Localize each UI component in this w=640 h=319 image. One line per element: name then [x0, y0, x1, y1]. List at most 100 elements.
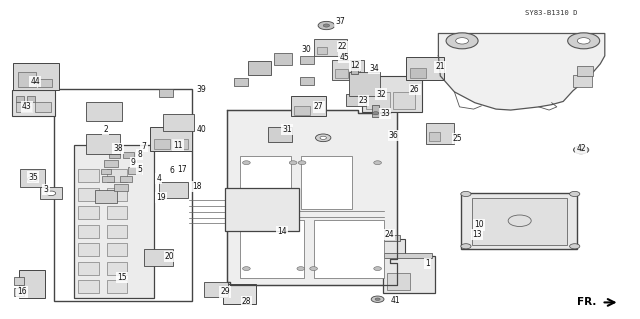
Text: 25: 25	[452, 134, 463, 143]
Bar	[154, 139, 170, 149]
Text: SY83-B1310 D: SY83-B1310 D	[525, 11, 578, 16]
Bar	[472, 198, 567, 245]
Bar	[107, 225, 127, 238]
Text: 12: 12	[351, 61, 360, 70]
Text: 44: 44	[30, 77, 40, 86]
Text: 32: 32	[376, 90, 386, 99]
Polygon shape	[438, 33, 605, 110]
Bar	[163, 114, 194, 131]
Bar	[429, 132, 440, 141]
Bar	[86, 134, 120, 154]
Text: 4: 4	[156, 174, 161, 183]
Circle shape	[570, 191, 580, 197]
Text: FR.: FR.	[577, 297, 596, 308]
Bar	[102, 176, 114, 182]
Bar	[101, 169, 111, 174]
Bar	[107, 188, 127, 201]
Text: 5: 5	[137, 165, 142, 174]
Bar	[240, 220, 304, 278]
Text: 14: 14	[276, 227, 287, 236]
Text: 16: 16	[17, 287, 28, 296]
Bar	[78, 262, 99, 275]
Bar	[381, 257, 399, 272]
Bar	[120, 176, 132, 182]
Bar	[349, 72, 380, 96]
Bar	[78, 169, 99, 182]
Text: 6: 6	[169, 166, 174, 175]
Bar	[346, 94, 366, 106]
Bar	[150, 127, 192, 151]
Circle shape	[297, 267, 305, 271]
Bar	[104, 160, 118, 167]
Bar	[393, 92, 415, 109]
Text: 36: 36	[388, 131, 399, 140]
Circle shape	[456, 38, 468, 44]
Bar	[268, 127, 292, 142]
Circle shape	[47, 191, 56, 196]
Text: 15: 15	[116, 273, 127, 282]
Text: 20: 20	[164, 252, 175, 261]
Text: 24: 24	[384, 230, 394, 239]
Bar	[335, 69, 348, 78]
Bar	[240, 156, 291, 209]
Bar	[38, 79, 52, 87]
Circle shape	[320, 136, 326, 139]
Bar	[18, 72, 36, 87]
Bar	[234, 78, 248, 86]
Bar	[223, 284, 256, 304]
Bar	[332, 60, 364, 80]
Circle shape	[243, 267, 250, 271]
Circle shape	[273, 260, 280, 264]
Text: 39: 39	[196, 85, 207, 94]
Bar	[159, 182, 188, 198]
Bar	[314, 220, 384, 278]
Bar	[159, 89, 173, 97]
Text: 1: 1	[425, 259, 430, 268]
Bar	[78, 243, 99, 256]
Bar	[225, 188, 299, 231]
Bar	[360, 257, 378, 272]
Bar	[74, 145, 154, 298]
Text: 2: 2	[103, 125, 108, 134]
Circle shape	[243, 161, 250, 165]
Bar	[19, 270, 45, 298]
Bar	[384, 253, 432, 258]
Bar	[573, 75, 592, 87]
Bar	[291, 96, 326, 116]
Bar	[14, 288, 24, 296]
Bar	[35, 102, 51, 112]
Circle shape	[578, 148, 584, 152]
Circle shape	[461, 244, 471, 249]
Text: 45: 45	[339, 53, 349, 62]
Text: 29: 29	[220, 287, 230, 296]
Circle shape	[577, 38, 590, 44]
Bar	[107, 243, 127, 256]
Text: 13: 13	[472, 230, 482, 239]
Text: 30: 30	[301, 45, 311, 54]
Bar	[86, 102, 122, 121]
Text: 31: 31	[282, 125, 292, 134]
Text: 34: 34	[369, 64, 380, 73]
Bar	[107, 206, 127, 219]
Bar	[128, 167, 141, 174]
Bar	[54, 89, 192, 301]
Circle shape	[446, 33, 478, 49]
Circle shape	[269, 258, 284, 266]
Text: 37: 37	[335, 17, 346, 26]
Bar	[16, 96, 24, 102]
Text: 26: 26	[410, 85, 420, 94]
Text: 33: 33	[380, 109, 390, 118]
Bar	[372, 105, 379, 117]
Bar	[40, 187, 62, 199]
Bar	[107, 262, 127, 275]
Text: 27: 27	[314, 102, 324, 111]
Bar	[78, 225, 99, 238]
Bar	[410, 68, 426, 78]
Bar	[317, 47, 327, 54]
Text: 41: 41	[390, 296, 401, 305]
Bar	[406, 57, 444, 80]
Bar	[351, 61, 358, 74]
Bar	[362, 76, 422, 112]
Text: 40: 40	[196, 125, 207, 134]
Text: 19: 19	[156, 193, 166, 202]
